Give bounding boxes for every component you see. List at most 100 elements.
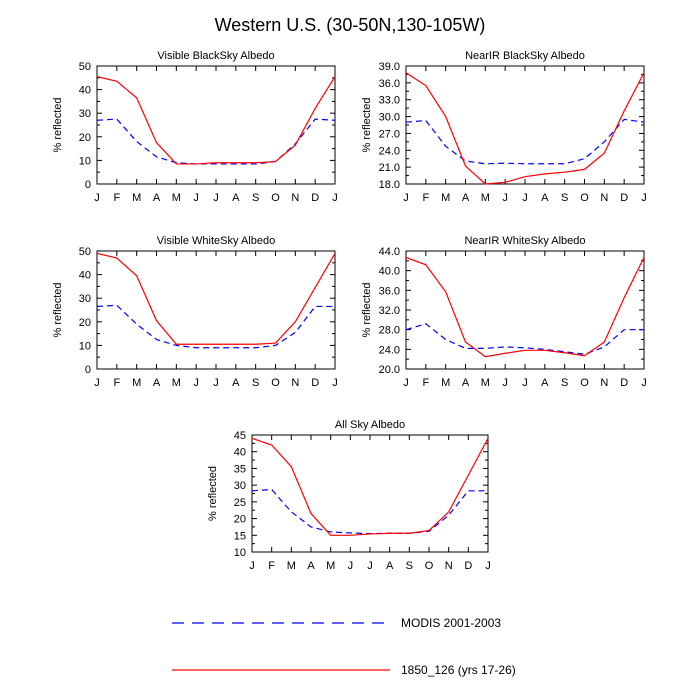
x-tick-label: J — [213, 377, 219, 389]
plot-frame — [96, 65, 336, 185]
series-line-modis — [96, 304, 335, 349]
y-axis-label: % reflected — [361, 97, 373, 152]
x-tick-label: A — [232, 377, 240, 389]
y-axis-label: % reflected — [361, 282, 373, 337]
y-tick-label: 40 — [79, 270, 91, 282]
y-axis-label: % reflected — [207, 466, 219, 521]
y-tick-label: 40 — [234, 447, 246, 459]
x-tick-label: M — [326, 560, 335, 572]
y-tick-label: 0 — [85, 179, 91, 191]
x-tick-label: S — [252, 192, 259, 204]
y-tick-label: 36.0 — [379, 78, 400, 90]
y-tick-label: 50 — [79, 246, 91, 258]
y-tick-label: 20 — [79, 132, 91, 144]
plot-frame — [405, 250, 645, 370]
x-tick-label: D — [311, 192, 319, 204]
legend-model-label: 1850_126 (yrs 17-26) — [401, 663, 516, 677]
x-tick-label: J — [193, 192, 199, 204]
x-tick-label: D — [620, 377, 628, 389]
y-tick-label: 39.0 — [379, 61, 400, 73]
y-tick-label: 30 — [79, 293, 91, 305]
x-tick-label: A — [232, 192, 240, 204]
x-tick-label: J — [94, 377, 100, 389]
legend: MODIS 2001-2003 1850_126 (yrs 17-26) — [172, 616, 516, 677]
x-tick-label: J — [522, 192, 528, 204]
y-tick-label: 35 — [234, 463, 246, 475]
y-tick-label: 20.0 — [379, 364, 400, 376]
x-tick-label: M — [441, 377, 450, 389]
y-tick-label: 10 — [79, 155, 91, 167]
x-tick-label: M — [172, 192, 181, 204]
x-tick-label: O — [425, 560, 434, 572]
x-tick-label: A — [541, 377, 549, 389]
y-tick-label: 25 — [234, 497, 246, 509]
x-tick-label: A — [153, 192, 161, 204]
y-tick-label: 33.0 — [379, 95, 400, 107]
x-tick-label: A — [153, 377, 161, 389]
x-tick-label: A — [386, 560, 394, 572]
panel-title: NearIR BlackSky Albedo — [465, 50, 585, 62]
y-tick-label: 24.0 — [379, 344, 400, 356]
x-tick-label: S — [406, 560, 413, 572]
y-tick-label: 15 — [234, 530, 246, 542]
series-line-model — [251, 437, 489, 536]
y-tick-label: 30 — [79, 108, 91, 120]
x-tick-label: J — [193, 377, 199, 389]
x-tick-label: F — [422, 377, 429, 389]
x-tick-label: D — [620, 192, 628, 204]
x-tick-label: J — [485, 560, 491, 572]
series-line-modis — [251, 488, 488, 535]
y-tick-label: 30 — [234, 480, 246, 492]
panel-title: All Sky Albedo — [335, 419, 405, 431]
x-tick-label: A — [541, 192, 549, 204]
x-tick-label: J — [332, 192, 338, 204]
x-tick-label: F — [113, 192, 120, 204]
x-tick-label: J — [641, 192, 647, 204]
plot-frame — [405, 65, 645, 185]
y-tick-label: 28.0 — [379, 325, 400, 337]
x-tick-label: J — [94, 192, 100, 204]
y-tick-label: 10 — [234, 547, 246, 559]
x-tick-label: N — [600, 192, 608, 204]
x-tick-label: N — [445, 560, 453, 572]
x-tick-label: O — [580, 192, 589, 204]
x-tick-label: J — [502, 377, 508, 389]
x-tick-label: M — [481, 377, 490, 389]
x-tick-label: O — [271, 192, 280, 204]
y-tick-label: 50 — [79, 61, 91, 73]
y-tick-label: 27.0 — [379, 128, 400, 140]
y-tick-label: 0 — [85, 364, 91, 376]
series-line-model — [405, 72, 645, 185]
x-tick-label: D — [311, 377, 319, 389]
x-tick-label: J — [348, 560, 354, 572]
x-tick-label: M — [481, 192, 490, 204]
series-line-modis — [96, 118, 336, 165]
x-tick-label: N — [600, 377, 608, 389]
legend-modis-label: MODIS 2001-2003 — [401, 616, 501, 630]
x-tick-label: S — [561, 377, 568, 389]
x-tick-label: M — [132, 377, 141, 389]
x-tick-label: M — [441, 192, 450, 204]
x-tick-label: J — [249, 560, 255, 572]
x-tick-label: J — [367, 560, 373, 572]
x-tick-label: D — [464, 560, 472, 572]
x-tick-label: F — [268, 560, 275, 572]
y-tick-label: 40 — [79, 85, 91, 97]
x-tick-label: A — [462, 192, 470, 204]
y-tick-label: 44.0 — [379, 246, 400, 258]
panel-title: Visible WhiteSky Albedo — [157, 235, 275, 247]
x-tick-label: S — [252, 377, 259, 389]
series-line-model — [96, 252, 336, 345]
x-tick-label: F — [113, 377, 120, 389]
series-line-modis — [405, 323, 644, 355]
y-tick-label: 40.0 — [379, 266, 400, 278]
x-tick-label: J — [403, 377, 409, 389]
plot-frame — [96, 250, 336, 370]
x-tick-label: N — [291, 377, 299, 389]
y-tick-label: 10 — [79, 340, 91, 352]
